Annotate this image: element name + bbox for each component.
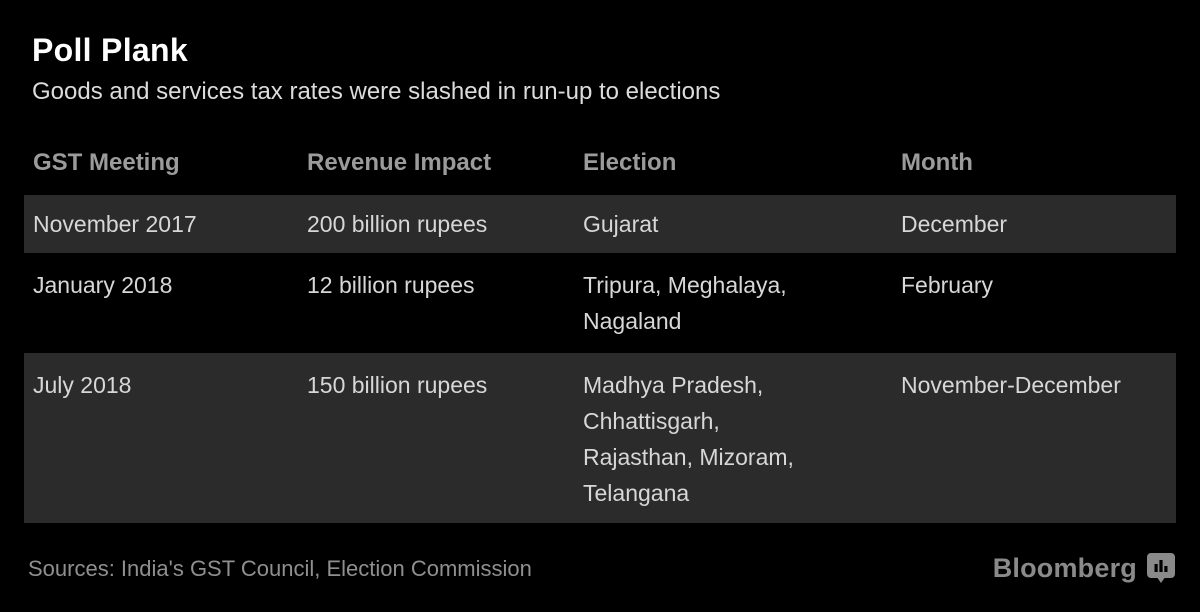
table-row: November 2017 200 billion rupees Gujarat…	[24, 195, 1176, 253]
cell-meeting: November 2017	[33, 211, 197, 237]
column-header-month: Month	[901, 149, 973, 176]
cell-election: Madhya Pradesh, Chhattisgarh, Rajasthan,…	[583, 372, 794, 506]
cell-revenue-impact: 200 billion rupees	[307, 211, 488, 237]
page-title: Poll Plank	[32, 32, 188, 68]
column-header-gst-meeting: GST Meeting	[33, 149, 180, 176]
cell-revenue-impact: 12 billion rupees	[307, 272, 475, 298]
data-table: GST Meeting Revenue Impact Election Mont…	[24, 140, 1176, 523]
column-header-election: Election	[583, 149, 677, 176]
bloomberg-logo: Bloomberg	[993, 552, 1176, 584]
table-row: January 2018 12 billion rupees Tripura, …	[24, 253, 1176, 353]
table-header-row: GST Meeting Revenue Impact Election Mont…	[24, 140, 1176, 195]
cell-election: Gujarat	[583, 211, 659, 237]
cell-election: Tripura, Meghalaya, Nagaland	[583, 272, 787, 334]
page-subtitle: Goods and services tax rates were slashe…	[32, 78, 721, 105]
bloomberg-wordmark: Bloomberg	[992, 552, 1137, 583]
cell-month: December	[901, 211, 1008, 237]
cell-revenue-impact: 150 billion rupees	[307, 372, 488, 398]
cell-meeting: July 2018	[33, 372, 132, 398]
cell-month: February	[901, 272, 994, 298]
cell-meeting: January 2018	[33, 272, 173, 298]
sources-note: Sources: India's GST Council, Election C…	[28, 556, 532, 581]
bar-chart-bubble-icon	[1147, 553, 1175, 583]
table-row: July 2018 150 billion rupees Madhya Prad…	[24, 353, 1176, 523]
cell-month: November-December	[901, 372, 1121, 398]
column-header-revenue-impact: Revenue Impact	[307, 149, 492, 176]
